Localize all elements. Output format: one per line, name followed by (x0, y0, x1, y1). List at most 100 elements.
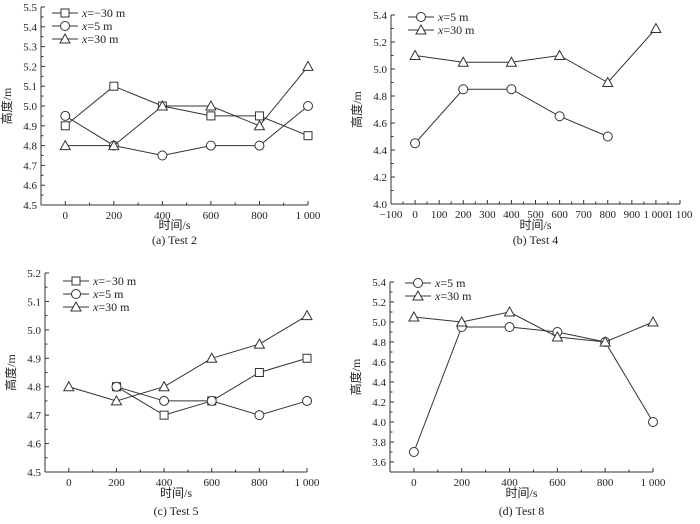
y-tick-label: 4.6 (23, 180, 37, 192)
legend-value: =30 m (87, 32, 119, 46)
data-point (504, 322, 515, 332)
data-point (157, 150, 168, 161)
data-point (159, 410, 169, 420)
series-square (111, 353, 312, 420)
data-point (205, 99, 217, 111)
legend-var: x (92, 287, 99, 301)
x-tick-label: 800 (251, 210, 268, 222)
legend-entry: x=5 m (52, 19, 113, 33)
legend-entry: x=−30 m (52, 6, 126, 20)
data-point (303, 101, 313, 111)
y-axis-label: 高度/m (348, 358, 363, 395)
y-tick-label: 4.6 (373, 118, 387, 130)
legend-marker (413, 278, 423, 288)
x-tick-label: 200 (455, 209, 472, 221)
x-tick-label: 400 (154, 210, 171, 222)
y-tick-label: 3.8 (372, 437, 386, 449)
x-tick-label: 0 (411, 477, 417, 489)
y-tick-label: 4.0 (372, 417, 386, 429)
data-point (62, 380, 75, 392)
x-tick-label: 400 (503, 209, 520, 221)
y-tick-label: 4.9 (27, 353, 41, 365)
legend-var: x (434, 276, 441, 290)
y-tick-label: 5.4 (373, 10, 387, 22)
x-axis-label: 时间/s (519, 218, 551, 232)
series-line (116, 357, 308, 416)
legend-marker (70, 300, 82, 312)
legend-entry: x=30 m (405, 289, 472, 303)
y-tick-label: 4.6 (27, 439, 41, 451)
series-line (415, 28, 657, 84)
legend-value: =5 m (443, 10, 469, 24)
x-tick-label: 1 000 (641, 477, 666, 489)
data-point (205, 352, 218, 363)
data-point (302, 395, 312, 406)
legend-var: x (437, 10, 444, 24)
x-tick-label: 1 000 (644, 209, 669, 221)
x-tick-label: 800 (600, 209, 617, 221)
series-triangle (409, 22, 662, 87)
y-tick-label: 4.9 (23, 121, 37, 133)
data-point (159, 395, 170, 406)
subplot-3: 4.5 4.6 4.7 4.8 4.9 5.0 5.1 5.2 0 200 400 600 800 1 0… (3, 268, 320, 518)
legend-value: =30 m (440, 289, 472, 303)
data-point (602, 131, 613, 142)
y-tick-label: 4.0 (373, 199, 387, 211)
legend-entry: x=5 m (405, 276, 466, 290)
data-point (109, 81, 119, 91)
y-tick-label: 4.8 (372, 337, 386, 349)
data-point (409, 49, 421, 60)
data-point (457, 56, 470, 67)
legend-var: x (81, 6, 88, 20)
series-line (64, 85, 309, 137)
data-point (253, 119, 266, 131)
legend-marker (416, 12, 426, 22)
data-point (107, 139, 120, 151)
y-tick-label: 5.0 (27, 325, 41, 337)
x-tick-label: 600 (203, 210, 220, 222)
legend-value: =5 m (440, 276, 466, 290)
legend-label: x=5 m (81, 19, 113, 33)
x-tick-label: 100 (431, 209, 448, 221)
x-axis-label: 时间/s (505, 486, 537, 500)
y-tick-label: 4.4 (372, 377, 386, 389)
y-axis-label: 高度/m (3, 354, 18, 391)
legend-entry: x=30 m (408, 23, 475, 37)
legend-value: =5 m (98, 287, 124, 301)
legend-label: x=5 m (437, 10, 469, 24)
series-line (413, 311, 654, 343)
series-triangle (59, 60, 314, 151)
legend-marker (60, 8, 70, 18)
y-tick-label: 5.0 (23, 101, 37, 113)
y-tick-label: 5.2 (23, 61, 37, 73)
legend-marker (71, 289, 81, 299)
y-tick-label: 4.5 (27, 467, 41, 479)
x-tick-label: 800 (251, 477, 268, 489)
y-tick-label: 4.7 (27, 410, 41, 422)
x-tick-label: 200 (453, 477, 470, 489)
x-tick-label: 400 (156, 477, 173, 489)
y-tick-label: 4.2 (372, 397, 386, 409)
series-line (65, 66, 309, 147)
series-circle (410, 84, 613, 149)
x-axis-label: 时间/s (160, 486, 192, 500)
data-point (554, 111, 565, 122)
x-tick-label: 900 (624, 209, 641, 221)
data-point (458, 84, 469, 95)
subplot-4: 3.6 3.8 4.0 4.2 4.4 4.6 4.8 5.0 5.2 5.4 0 200 400 600… (348, 276, 666, 518)
legend-entry: x=5 m (408, 10, 469, 24)
y-tick-label: 5.3 (23, 42, 37, 54)
legend-marker (60, 21, 70, 31)
legend-marker (412, 289, 424, 301)
y-tick-label: 5.1 (27, 296, 41, 308)
y-tick-label: 5.0 (372, 317, 386, 329)
data-point (503, 305, 516, 317)
x-tick-label: 0 (63, 210, 69, 222)
data-point (650, 22, 662, 33)
data-point (158, 380, 170, 392)
data-point (254, 140, 265, 151)
data-point (553, 49, 566, 60)
data-point (303, 131, 313, 141)
x-tick-label: 200 (106, 210, 123, 222)
